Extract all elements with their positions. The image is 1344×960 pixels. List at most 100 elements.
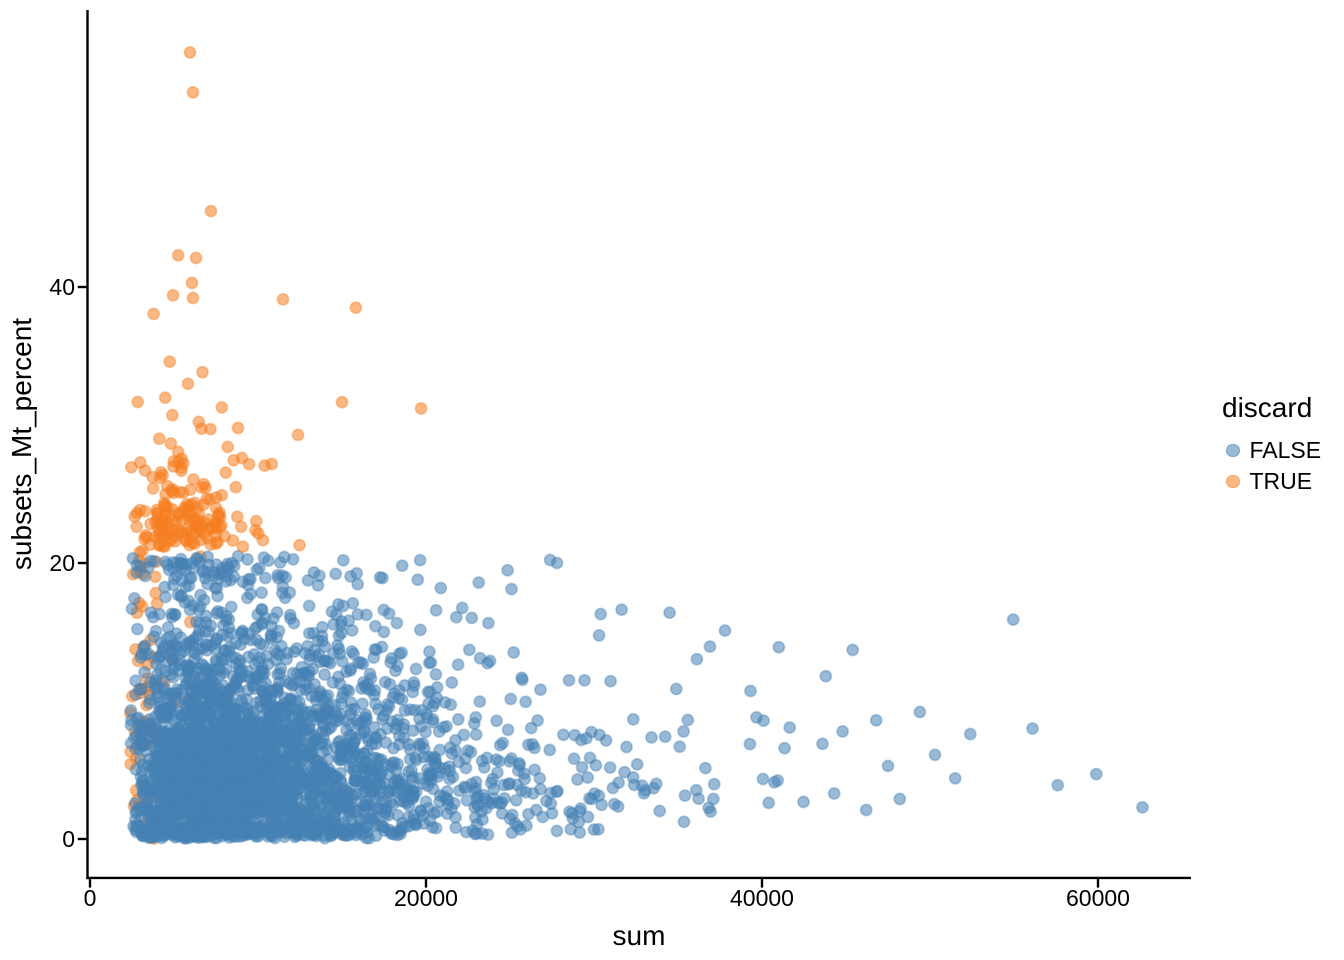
data-point-false bbox=[270, 606, 284, 619]
data-point-false bbox=[750, 710, 763, 724]
data-point-false bbox=[411, 573, 425, 587]
data-point-true bbox=[226, 534, 240, 548]
data-point-false bbox=[783, 721, 797, 735]
data-point-false bbox=[215, 562, 229, 575]
data-point-false bbox=[948, 771, 962, 785]
data-point-false bbox=[437, 789, 451, 803]
data-point-false bbox=[556, 728, 570, 742]
data-point-false bbox=[270, 764, 284, 778]
data-point-false bbox=[477, 760, 491, 774]
data-point-false bbox=[583, 751, 597, 765]
data-point-false bbox=[503, 776, 517, 790]
data-point-false bbox=[567, 752, 581, 766]
y-axis-title: subsets_Mt_percent bbox=[6, 317, 37, 571]
data-point-false bbox=[211, 589, 224, 603]
data-point-false bbox=[196, 563, 210, 577]
data-point-false bbox=[592, 789, 606, 803]
data-point-false bbox=[304, 787, 318, 801]
data-point-true bbox=[131, 395, 145, 409]
data-point-true bbox=[139, 528, 153, 542]
data-point-false bbox=[318, 668, 332, 682]
data-point-false bbox=[413, 553, 427, 567]
data-point-false bbox=[963, 727, 977, 741]
data-point-false bbox=[345, 645, 359, 658]
data-point-false bbox=[718, 624, 732, 638]
data-point-false bbox=[359, 831, 373, 845]
data-point-false bbox=[166, 662, 180, 676]
data-point-false bbox=[255, 603, 269, 617]
data-point-false bbox=[618, 765, 632, 779]
data-point-false bbox=[385, 651, 399, 665]
data-point-false bbox=[380, 802, 393, 816]
data-point-false bbox=[130, 565, 144, 579]
data-point-false bbox=[166, 648, 180, 662]
data-point-false bbox=[259, 650, 273, 663]
data-point-false bbox=[337, 825, 351, 839]
data-point-false bbox=[389, 664, 402, 678]
data-point-false bbox=[234, 638, 247, 652]
data-point-false bbox=[445, 676, 459, 690]
data-point-false bbox=[594, 607, 608, 621]
data-point-false bbox=[462, 643, 476, 657]
data-point-false bbox=[658, 730, 672, 744]
data-point-false bbox=[206, 663, 220, 676]
data-point-false bbox=[571, 772, 584, 786]
data-point-false bbox=[673, 740, 687, 754]
data-point-false bbox=[245, 776, 259, 790]
data-point-false bbox=[322, 803, 336, 817]
data-point-true bbox=[214, 519, 228, 533]
data-point-false bbox=[368, 619, 382, 633]
data-point-false bbox=[419, 725, 432, 739]
data-point-false bbox=[669, 682, 683, 696]
data-point-false bbox=[202, 738, 216, 752]
data-point-false bbox=[465, 611, 479, 625]
data-point-true bbox=[335, 395, 349, 409]
data-point-false bbox=[215, 653, 229, 667]
data-point-false bbox=[171, 588, 185, 602]
data-point-false bbox=[451, 658, 465, 672]
data-point-false bbox=[397, 795, 411, 809]
data-point-false bbox=[407, 676, 421, 690]
data-point-false bbox=[457, 728, 471, 742]
data-point-false bbox=[193, 700, 207, 714]
data-point-false bbox=[141, 782, 155, 796]
data-point-false bbox=[493, 738, 507, 752]
legend-entry-label: FALSE bbox=[1249, 437, 1322, 463]
data-point-false bbox=[207, 768, 221, 782]
data-point-false bbox=[222, 712, 236, 726]
data-point-true bbox=[171, 445, 185, 459]
data-point-false bbox=[129, 688, 143, 702]
data-point-false bbox=[645, 730, 658, 744]
data-point-false bbox=[501, 563, 515, 577]
data-point-false bbox=[225, 732, 239, 746]
data-point-false bbox=[242, 572, 256, 586]
data-point-false bbox=[175, 784, 189, 798]
data-point-true bbox=[182, 499, 196, 513]
data-point-false bbox=[318, 831, 332, 845]
data-point-false bbox=[344, 662, 358, 676]
data-point-false bbox=[162, 806, 175, 820]
data-point-false bbox=[581, 810, 595, 824]
data-point-false bbox=[245, 728, 259, 741]
data-point-false bbox=[179, 772, 193, 786]
data-point-false bbox=[219, 691, 233, 705]
data-point-false bbox=[378, 675, 392, 689]
data-point-false bbox=[300, 747, 314, 761]
data-point-false bbox=[1026, 722, 1039, 736]
data-point-false bbox=[377, 625, 391, 639]
data-point-false bbox=[743, 737, 757, 751]
data-point-false bbox=[531, 714, 545, 727]
data-point-true bbox=[231, 421, 245, 435]
data-point-true bbox=[190, 519, 204, 533]
data-point-true bbox=[185, 276, 199, 290]
data-point-false bbox=[579, 731, 593, 745]
data-point-false bbox=[592, 628, 606, 642]
data-point-false bbox=[315, 757, 328, 770]
data-point-false bbox=[250, 696, 264, 710]
data-point-false bbox=[420, 707, 433, 721]
data-point-false bbox=[348, 804, 362, 818]
data-point-false bbox=[444, 698, 458, 712]
data-point-false bbox=[178, 708, 192, 722]
x-tick-label: 60000 bbox=[1066, 885, 1130, 911]
data-point-false bbox=[473, 695, 487, 709]
